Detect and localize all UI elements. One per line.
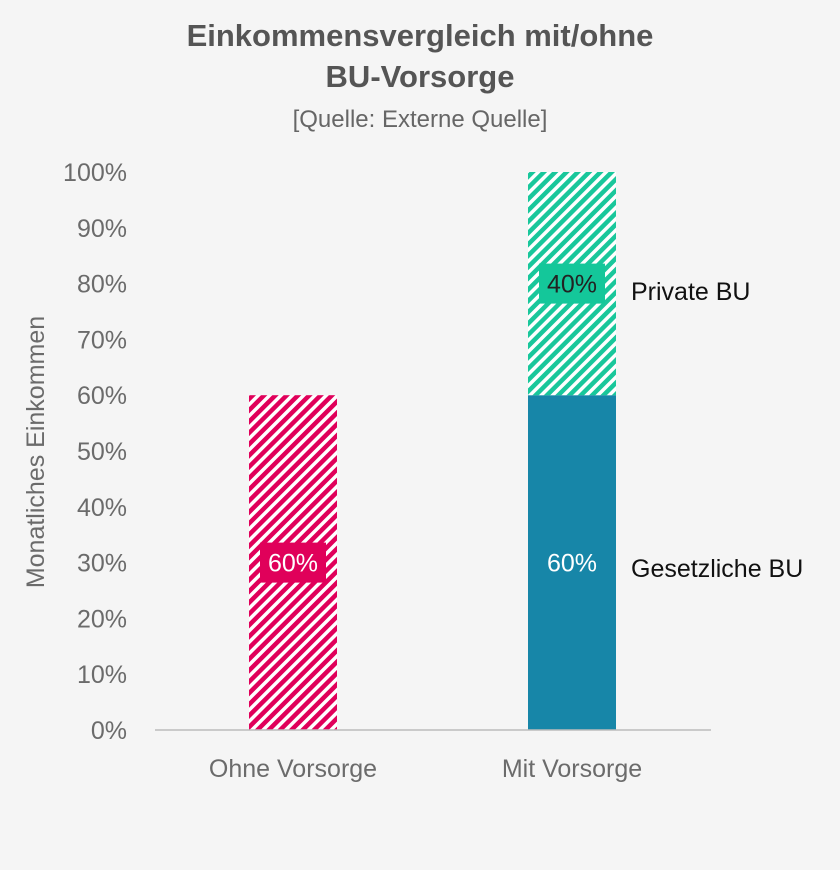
data-label: 60% [547, 550, 597, 578]
bar-segment [528, 395, 616, 730]
data-label-background [260, 542, 326, 583]
y-tick-label: 60% [77, 382, 127, 410]
y-tick-label: 100% [63, 159, 127, 187]
y-tick-label: 0% [91, 717, 127, 745]
data-label: 60% [268, 550, 318, 578]
series-label-gesetzliche-bu: Gesetzliche BU [631, 555, 803, 583]
y-tick-label: 10% [77, 661, 127, 689]
y-tick-label: 40% [77, 494, 127, 522]
y-tick-label: 80% [77, 271, 127, 299]
y-tick-label: 70% [77, 326, 127, 354]
bars: 60% 60% 40% [249, 172, 616, 730]
chart-title-line2: BU-Vorsorge [326, 59, 515, 94]
chart-subtitle: [Quelle: Externe Quelle] [293, 106, 548, 133]
series-label-private-bu: Private BU [631, 278, 750, 306]
y-tick-label: 90% [77, 215, 127, 243]
x-category-label: Mit Vorsorge [502, 755, 642, 783]
x-axis-categories: Ohne Vorsorge Mit Vorsorge [209, 755, 642, 783]
y-tick-label: 30% [77, 550, 127, 578]
y-tick-label: 20% [77, 605, 127, 633]
data-label-background [539, 263, 605, 304]
data-label: 40% [547, 271, 597, 299]
x-category-label: Ohne Vorsorge [209, 755, 377, 783]
y-axis-ticks: 0% 10% 20% 30% 40% 50% 60% 70% 80% 90% 100% [63, 159, 127, 745]
y-tick-label: 50% [77, 438, 127, 466]
chart-title-line1: Einkommensvergleich mit/ohne [187, 18, 654, 53]
y-axis-label: Monatliches Einkommen [22, 316, 50, 588]
